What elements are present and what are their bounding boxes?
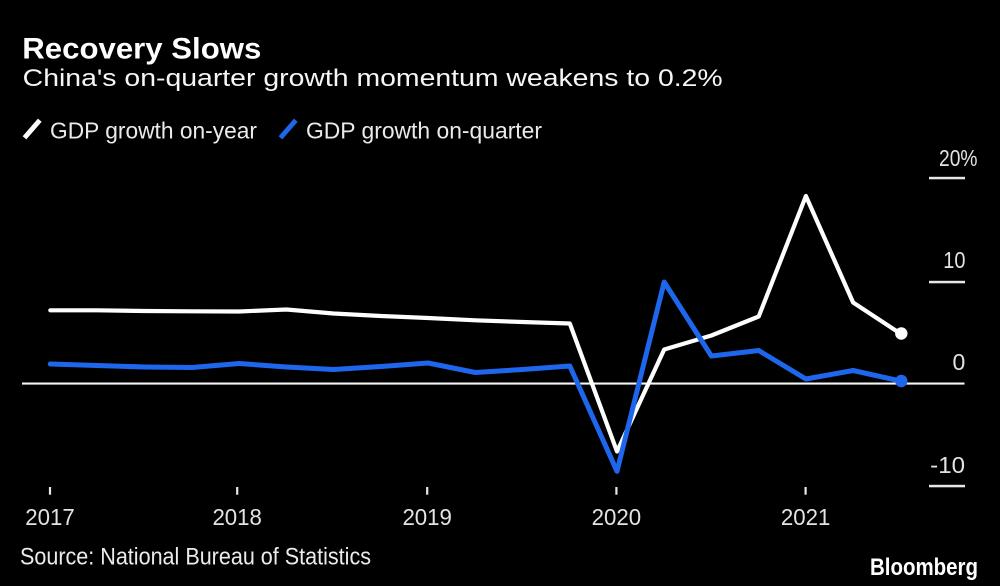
- svg-text:GDP growth on-year: GDP growth on-year: [50, 117, 257, 143]
- svg-text:0: 0: [953, 349, 966, 375]
- svg-text:10: 10: [943, 247, 965, 273]
- svg-text:2021: 2021: [781, 504, 831, 530]
- svg-text:2020: 2020: [592, 504, 642, 530]
- svg-text:20%: 20%: [939, 145, 978, 171]
- svg-text:2017: 2017: [25, 504, 75, 530]
- svg-text:Recovery Slows: Recovery Slows: [22, 33, 261, 66]
- svg-text:Bloomberg: Bloomberg: [870, 554, 978, 581]
- svg-text:2019: 2019: [402, 504, 452, 530]
- svg-text:Source: National Bureau of Sta: Source: National Bureau of Statistics: [20, 543, 371, 570]
- svg-text:2018: 2018: [212, 504, 262, 530]
- svg-text:-10: -10: [930, 452, 965, 478]
- svg-text:China's on-quarter growth mome: China's on-quarter growth momentum weake…: [23, 65, 723, 92]
- svg-text:GDP growth on-quarter: GDP growth on-quarter: [306, 117, 542, 143]
